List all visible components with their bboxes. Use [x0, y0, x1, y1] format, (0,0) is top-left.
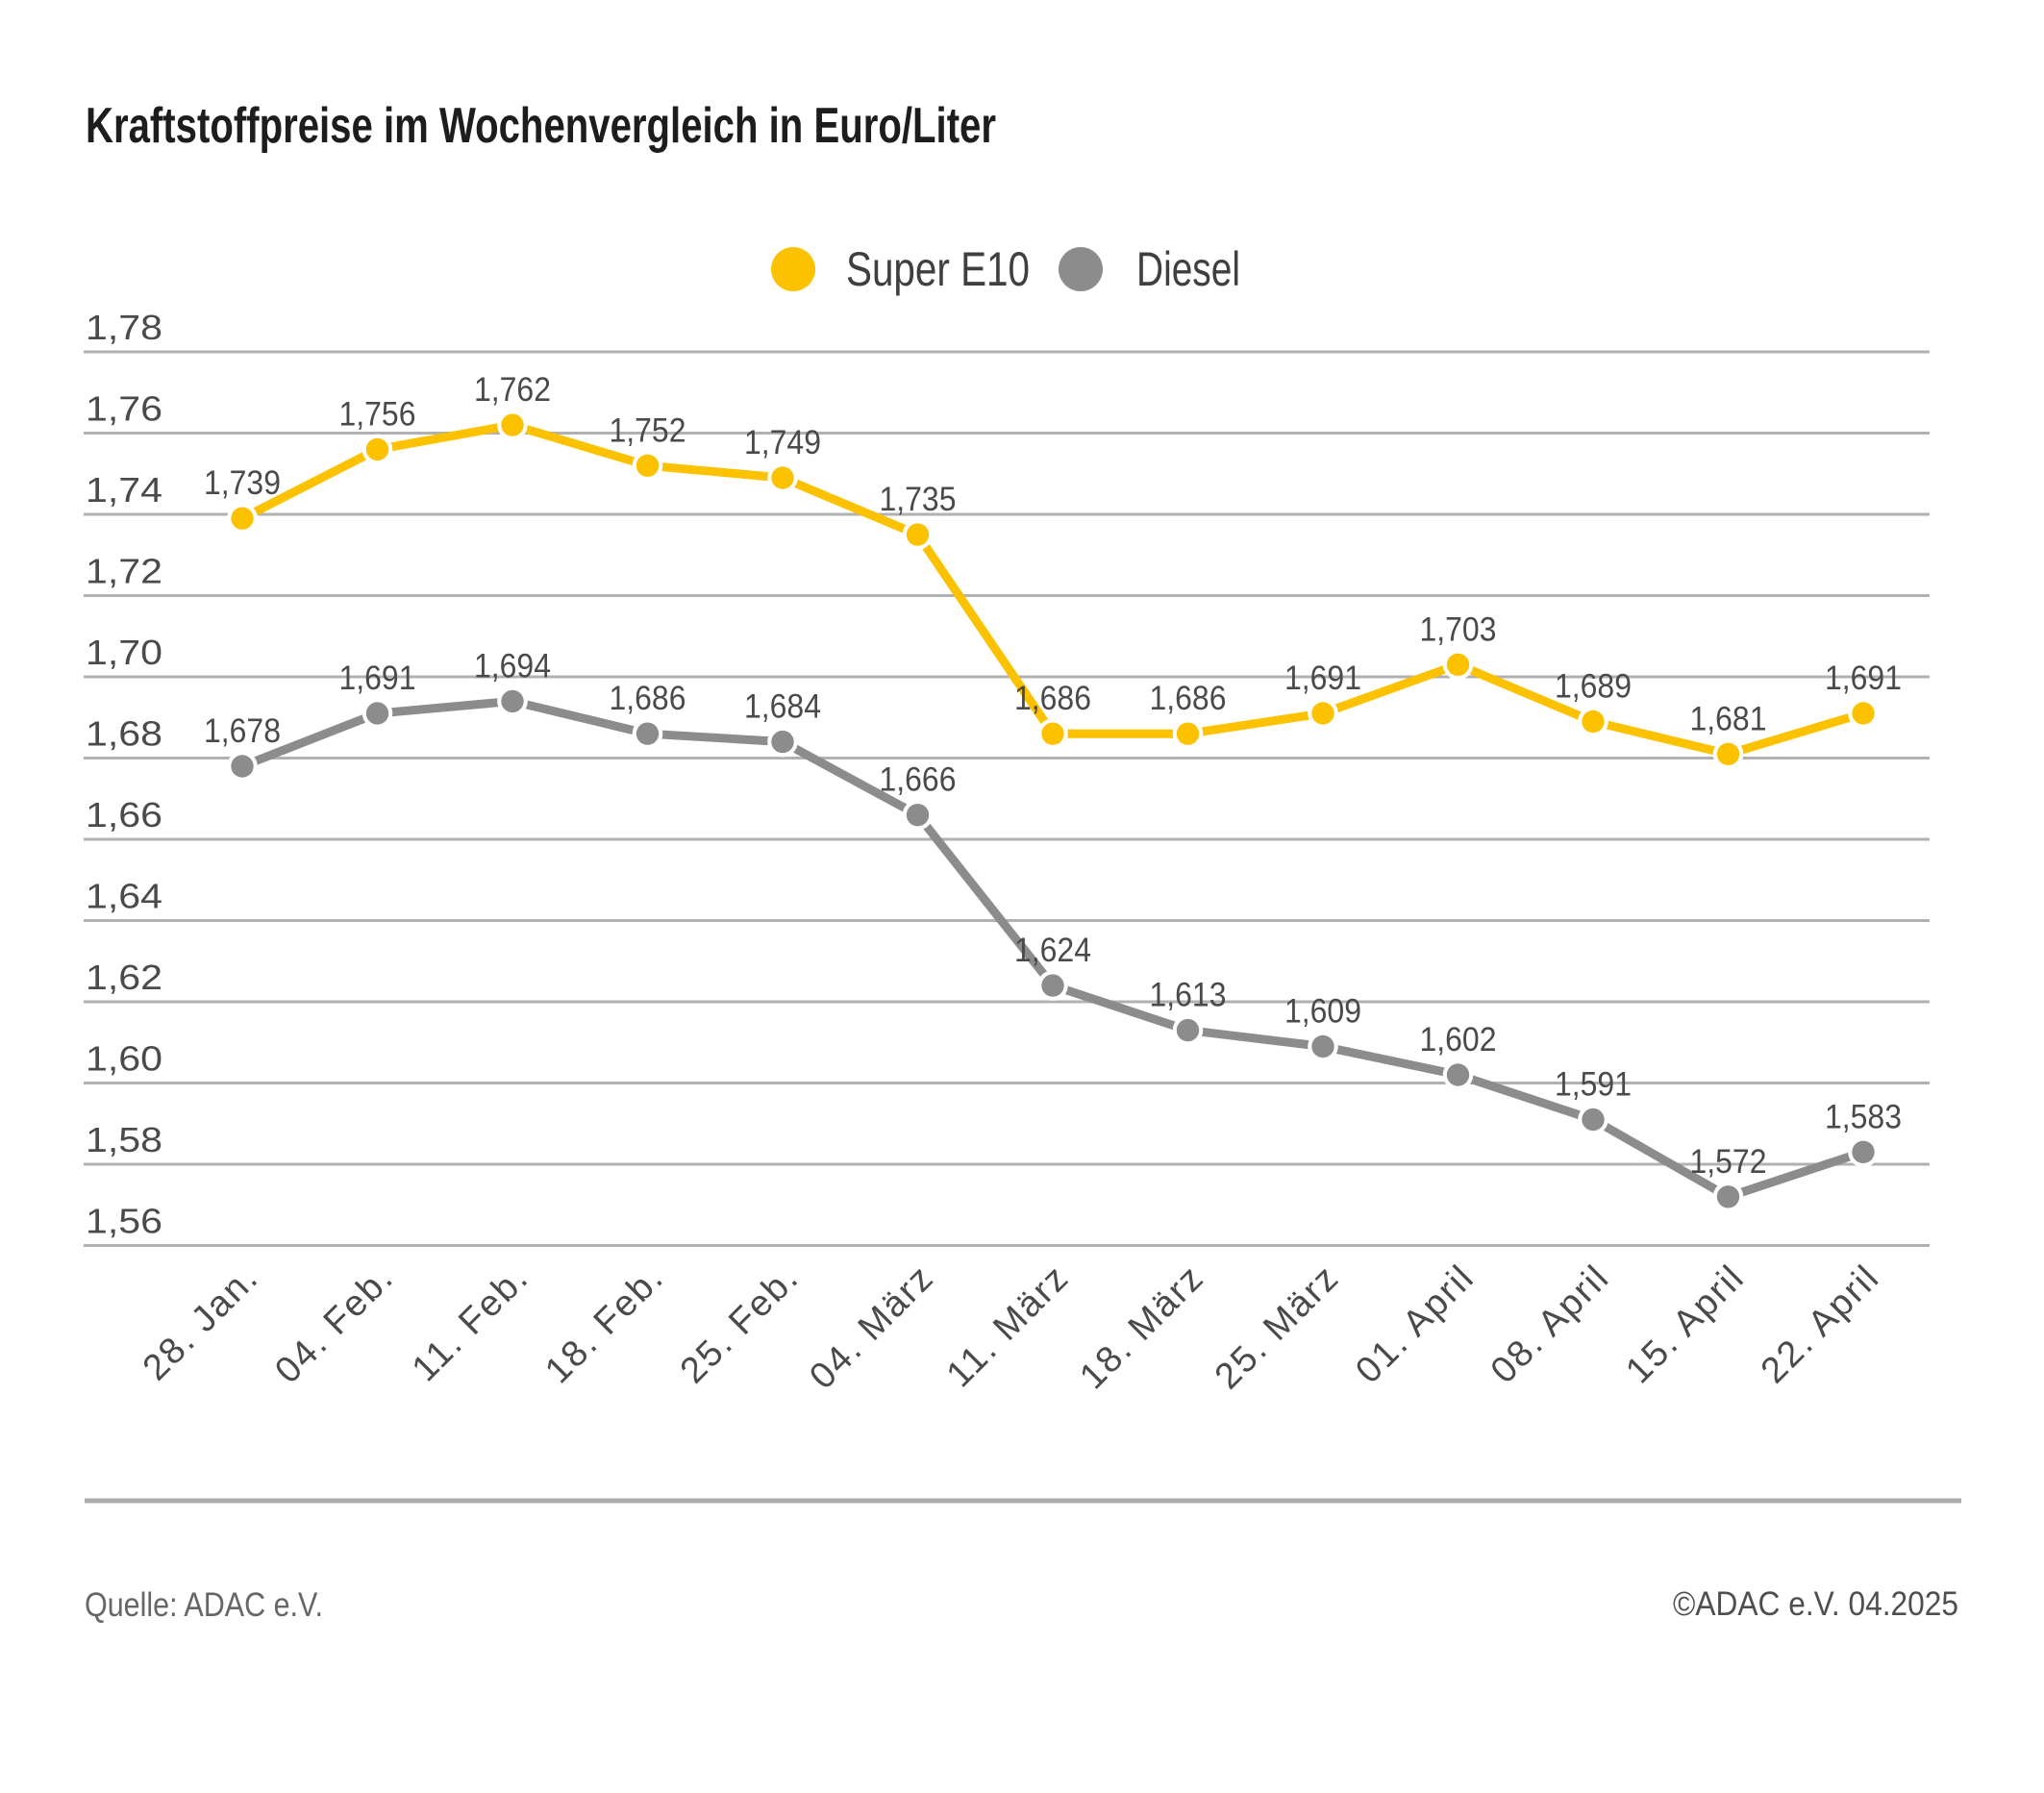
svg-text:1,678: 1,678: [204, 712, 281, 750]
svg-text:1,666: 1,666: [880, 761, 957, 799]
svg-text:1,686: 1,686: [1014, 680, 1091, 717]
svg-text:Super E10: Super E10: [846, 242, 1030, 296]
svg-text:Kraftstoffpreise im Wochenverg: Kraftstoffpreise im Wochenvergleich in E…: [86, 98, 996, 154]
svg-text:1,739: 1,739: [204, 464, 281, 502]
svg-text:1,58: 1,58: [86, 1120, 162, 1159]
svg-text:1,686: 1,686: [1150, 680, 1227, 717]
svg-text:1,749: 1,749: [744, 424, 821, 461]
svg-text:1,64: 1,64: [86, 877, 162, 916]
svg-text:1,613: 1,613: [1150, 977, 1227, 1014]
svg-text:1,602: 1,602: [1420, 1021, 1497, 1058]
svg-text:1,68: 1,68: [86, 714, 162, 754]
svg-text:1,78: 1,78: [86, 308, 162, 347]
svg-text:1,62: 1,62: [86, 958, 162, 997]
svg-text:1,752: 1,752: [610, 411, 686, 449]
svg-text:1,691: 1,691: [1284, 660, 1361, 697]
svg-text:1,691: 1,691: [339, 660, 416, 697]
svg-text:1,76: 1,76: [86, 389, 162, 429]
svg-text:1,60: 1,60: [86, 1039, 162, 1079]
svg-text:©ADAC e.V. 04.2025: ©ADAC e.V. 04.2025: [1673, 1585, 1958, 1623]
svg-text:1,70: 1,70: [86, 633, 162, 672]
svg-text:1,691: 1,691: [1825, 660, 1902, 697]
svg-text:1,74: 1,74: [86, 470, 162, 510]
svg-text:Quelle: ADAC e.V.: Quelle: ADAC e.V.: [85, 1586, 323, 1624]
svg-text:1,735: 1,735: [880, 481, 957, 518]
svg-text:1,703: 1,703: [1420, 610, 1497, 648]
svg-text:1,72: 1,72: [86, 552, 162, 591]
svg-text:1,591: 1,591: [1555, 1066, 1632, 1104]
svg-text:1,66: 1,66: [86, 795, 162, 834]
svg-text:1,689: 1,689: [1555, 668, 1632, 706]
svg-text:1,756: 1,756: [339, 395, 416, 433]
svg-text:1,583: 1,583: [1825, 1098, 1902, 1135]
svg-text:1,624: 1,624: [1014, 932, 1091, 969]
svg-text:1,681: 1,681: [1690, 700, 1767, 737]
svg-text:1,684: 1,684: [744, 688, 821, 726]
svg-text:1,694: 1,694: [474, 647, 551, 685]
svg-text:1,56: 1,56: [86, 1202, 162, 1241]
svg-text:1,572: 1,572: [1690, 1143, 1767, 1181]
svg-text:Diesel: Diesel: [1136, 242, 1240, 296]
svg-text:1,609: 1,609: [1284, 993, 1361, 1031]
svg-text:1,686: 1,686: [610, 680, 686, 717]
svg-text:1,762: 1,762: [474, 371, 551, 409]
